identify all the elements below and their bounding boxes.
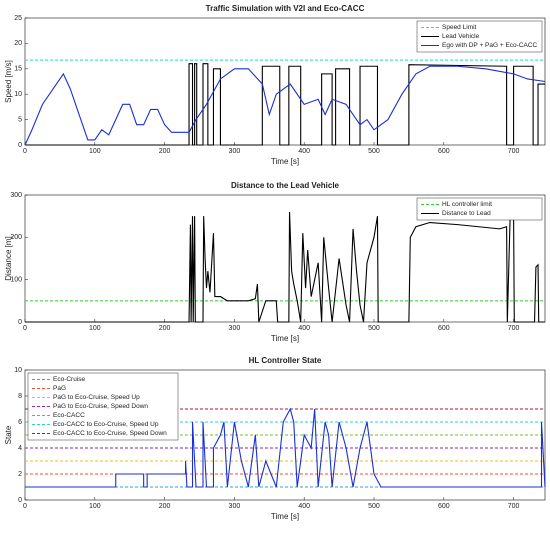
x-tick-label: 600 [438,325,450,332]
x-tick-label: 0 [23,325,27,332]
y-tick-label: 0 [18,319,22,326]
x-axis-label: Time [s] [271,334,299,343]
y-tick-label: 20 [14,40,22,47]
y-tick-label: 300 [10,192,22,199]
legend-label: Eco-Cruise [53,376,86,383]
y-tick-label: 10 [14,91,22,98]
x-tick-label: 100 [89,148,101,155]
x-tick-label: 300 [229,148,241,155]
legend-label: PaG to Eco-Cruise, Speed Down [53,403,148,410]
y-tick-label: 0 [18,142,22,149]
chart-title: HL Controller State [249,356,322,365]
y-tick-label: 2 [18,471,22,478]
x-tick-label: 200 [159,503,171,510]
x-tick-label: 300 [229,325,241,332]
y-tick-label: 4 [18,445,22,452]
series-line [25,407,546,488]
legend-label: HL controller limit [442,201,492,208]
legend-label: Eco-CACC to Eco-Cruise, Speed Up [53,421,159,428]
x-tick-label: 600 [438,503,450,510]
x-tick-label: 700 [508,325,520,332]
series-line [25,211,545,323]
y-tick-label: 5 [18,116,22,123]
y-axis-label: Speed [m/s] [4,60,13,103]
x-tick-label: 0 [23,148,27,155]
y-tick-label: 25 [14,15,22,22]
y-tick-label: 100 [10,277,22,284]
legend-label: Eco-CACC [53,412,85,419]
x-tick-label: 400 [298,148,310,155]
x-tick-label: 500 [368,503,380,510]
series-line [25,63,545,146]
x-tick-label: 100 [89,503,101,510]
x-tick-label: 300 [229,503,241,510]
x-tick-label: 400 [298,325,310,332]
legend-label: Eco-CACC to Eco-Cruise, Speed Down [53,430,167,437]
legend-label: Speed Limit [442,24,477,31]
y-tick-label: 0 [18,497,22,504]
legend-label: Lead Vehicle [442,33,480,40]
x-tick-label: 500 [368,325,380,332]
x-tick-label: 600 [438,148,450,155]
x-tick-label: 100 [89,325,101,332]
legend [27,372,179,441]
y-tick-label: 6 [18,419,22,426]
x-tick-label: 200 [159,325,171,332]
legend-label: PaG to Eco-Cruise, Speed Up [53,394,140,401]
x-tick-label: 200 [159,148,171,155]
series-line [24,65,546,146]
y-tick-label: 200 [10,234,22,241]
legend-label: PaG [53,385,66,392]
x-tick-label: 400 [298,503,310,510]
legend-label: Ego with DP + PaG + Eco-CACC [442,42,538,49]
chart-title: Traffic Simulation with V2I and Eco-CACC [206,4,365,13]
y-tick-label: 15 [14,66,22,73]
legend [416,197,543,221]
x-axis-label: Time [s] [271,512,299,521]
y-axis-label: Distance [m] [4,236,13,280]
chart-title: Distance to the Lead Vehicle [231,181,340,190]
x-tick-label: 500 [368,148,380,155]
x-tick-label: 700 [508,148,520,155]
y-tick-label: 8 [18,393,22,400]
legend-label: Distance to Lead [442,210,491,217]
x-tick-label: 0 [23,503,27,510]
y-axis-label: State [4,425,13,444]
x-axis-label: Time [s] [271,157,299,166]
x-tick-label: 700 [508,503,520,510]
y-tick-label: 10 [14,367,22,374]
